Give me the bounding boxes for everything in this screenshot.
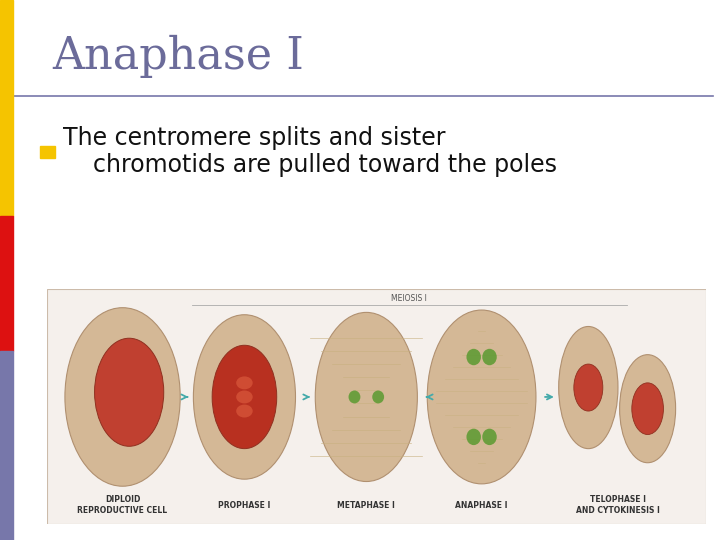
Ellipse shape: [427, 310, 536, 484]
Ellipse shape: [94, 338, 163, 446]
Text: METAPHASE I: METAPHASE I: [338, 501, 395, 510]
Text: ANAPHASE I: ANAPHASE I: [455, 501, 508, 510]
Ellipse shape: [632, 383, 663, 435]
Bar: [0, 216, 13, 351]
Ellipse shape: [372, 390, 384, 403]
Ellipse shape: [482, 349, 497, 365]
Ellipse shape: [467, 429, 481, 445]
Ellipse shape: [620, 355, 675, 463]
Text: Anaphase I: Anaphase I: [52, 35, 304, 78]
Ellipse shape: [194, 315, 295, 479]
Text: PROPHASE I: PROPHASE I: [218, 501, 271, 510]
Text: DIPLOID
REPRODUCTIVE CELL: DIPLOID REPRODUCTIVE CELL: [78, 495, 168, 515]
Ellipse shape: [65, 308, 180, 486]
Ellipse shape: [236, 376, 253, 389]
Ellipse shape: [212, 345, 276, 449]
Text: MEIOSIS I: MEIOSIS I: [391, 294, 427, 303]
Ellipse shape: [574, 364, 603, 411]
Ellipse shape: [236, 404, 253, 417]
Ellipse shape: [315, 312, 418, 482]
Ellipse shape: [482, 429, 497, 445]
Ellipse shape: [236, 390, 253, 403]
Text: chromotids are pulled toward the poles: chromotids are pulled toward the poles: [63, 153, 557, 177]
Ellipse shape: [348, 390, 361, 403]
Bar: [0, 0, 13, 216]
Ellipse shape: [467, 349, 481, 365]
Bar: [0, 351, 13, 540]
FancyBboxPatch shape: [47, 289, 706, 524]
Ellipse shape: [559, 327, 618, 449]
Text: The centromere splits and sister: The centromere splits and sister: [63, 126, 446, 150]
Text: TELOPHASE I
AND CYTOKINESIS I: TELOPHASE I AND CYTOKINESIS I: [576, 495, 660, 515]
Bar: [40, 146, 55, 158]
